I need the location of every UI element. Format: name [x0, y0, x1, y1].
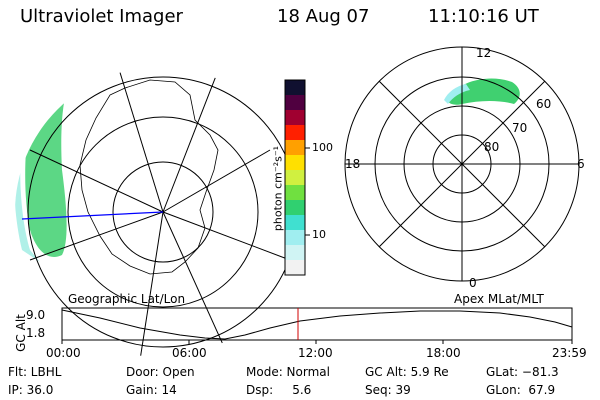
lat-label-80: 80: [484, 140, 500, 154]
mlt-label-12: 12: [476, 46, 492, 60]
seq-info: Seq: 39: [365, 383, 411, 397]
door-info: Door: Open: [126, 365, 195, 379]
glon-info: GLon: 67.9: [486, 383, 556, 397]
altitude-xtick-0600: 06:00: [172, 346, 207, 360]
glat-info: GLat: −81.3: [486, 365, 559, 379]
lat-label-60: 60: [536, 97, 552, 111]
altitude-xtick-1800: 18:00: [426, 346, 461, 360]
continent-outline: [79, 79, 219, 275]
altitude-xtick-1200: 12:00: [298, 346, 333, 360]
altitude-ytick-9: 9.0: [26, 308, 46, 322]
altitude-xtick-0000: 00:00: [46, 346, 81, 360]
colorbar-tick-100: 100: [312, 141, 333, 154]
gain-info: Gain: 14: [126, 383, 177, 397]
mode-info: Mode: Normal: [246, 365, 330, 379]
mlt-label-18: 18: [345, 157, 361, 171]
dsp-info: Dsp: 5.6: [246, 383, 312, 397]
filter-info: Flt: LBHL: [8, 365, 62, 379]
gc-alt-info: GC Alt: 5.9 Re: [365, 365, 449, 379]
ip-info: IP: 36.0: [8, 383, 54, 397]
time-label: 11:10:16 UT: [428, 6, 539, 27]
geo-panel-label: Geographic Lat/Lon: [68, 292, 186, 306]
colorbar-tick-10: 10: [312, 228, 326, 241]
altitude-ytick-1-8: 1.8: [26, 326, 46, 340]
app-title: Ultraviolet Imager: [20, 6, 183, 27]
altitude-xtick-2359: 23:59: [552, 346, 587, 360]
lat-label-70: 70: [512, 121, 528, 135]
mlt-label-6: 6: [577, 157, 585, 171]
date-label: 18 Aug 07: [277, 6, 370, 27]
polar-panel-label: Apex MLat/MLT: [454, 292, 544, 306]
mlt-label-0: 0: [469, 276, 477, 290]
